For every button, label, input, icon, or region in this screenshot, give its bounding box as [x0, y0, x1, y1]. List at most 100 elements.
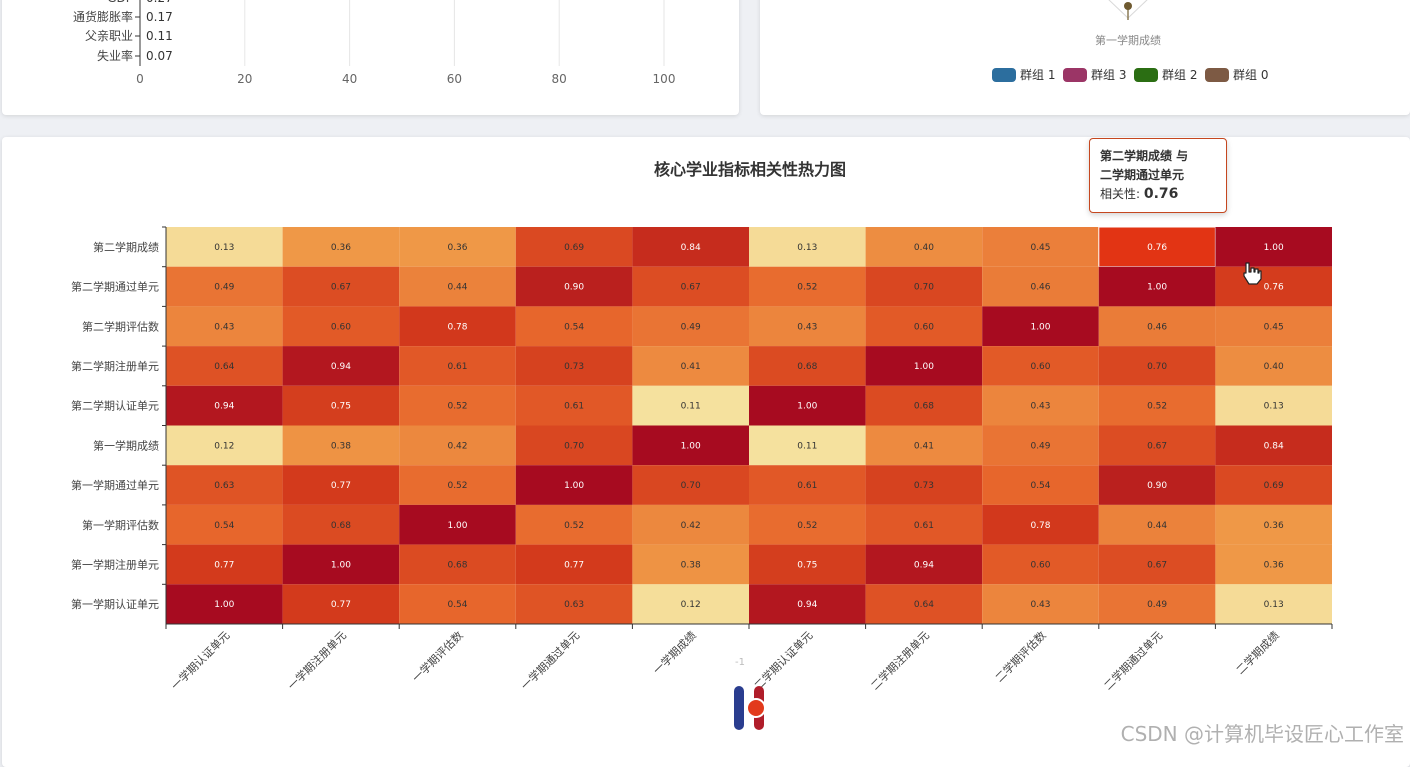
heatmap-cell[interactable]	[399, 465, 516, 505]
heatmap-cell[interactable]	[865, 266, 983, 307]
heatmap-cell[interactable]	[166, 385, 283, 426]
heatmap-cell[interactable]	[865, 346, 983, 386]
heatmap-cell[interactable]	[982, 465, 1099, 505]
heatmap-cell[interactable]	[282, 425, 400, 466]
heatmap-cell[interactable]	[282, 346, 400, 386]
heatmap-cell[interactable]	[1215, 465, 1332, 505]
heatmap-cell[interactable]	[399, 346, 516, 386]
heatmap-cell[interactable]	[1098, 584, 1216, 624]
legend-item[interactable]: 群组 3	[1063, 68, 1126, 82]
heatmap-cell[interactable]	[282, 227, 400, 267]
heatmap-cell[interactable]	[1098, 306, 1216, 347]
heatmap-cell[interactable]	[632, 544, 749, 585]
heatmap-cell[interactable]	[166, 584, 283, 624]
heatmap-cell[interactable]	[632, 504, 749, 545]
heatmap-cell[interactable]	[632, 465, 749, 505]
heatmap-cell[interactable]	[865, 465, 983, 505]
heatmap-cell[interactable]	[282, 385, 400, 426]
heatmap-cell[interactable]	[166, 266, 283, 307]
heatmap-cell[interactable]	[982, 306, 1099, 347]
heatmap-cell[interactable]	[399, 306, 516, 347]
heatmap-cell[interactable]	[1215, 266, 1332, 307]
heatmap-cell[interactable]	[632, 425, 749, 466]
heatmap-cell[interactable]	[749, 266, 866, 307]
heatmap-cell[interactable]	[1098, 544, 1216, 585]
visual-map-control[interactable]	[734, 686, 766, 730]
heatmap-cell[interactable]	[399, 504, 516, 545]
heatmap-cell[interactable]	[166, 504, 283, 545]
heatmap-cell[interactable]	[632, 227, 749, 267]
heatmap-cell[interactable]	[749, 346, 866, 386]
heatmap-cell[interactable]	[749, 227, 866, 267]
legend-item[interactable]: 群组 2	[1134, 68, 1197, 82]
heatmap-cell[interactable]	[749, 504, 866, 545]
heatmap-cell[interactable]	[865, 504, 983, 545]
heatmap-cell[interactable]	[865, 306, 983, 347]
heatmap-cell[interactable]	[1098, 425, 1216, 466]
heatmap-cell[interactable]	[515, 504, 633, 545]
heatmap-cell[interactable]	[166, 227, 283, 267]
heatmap-cell[interactable]	[1215, 306, 1332, 347]
heatmap-cell[interactable]	[632, 346, 749, 386]
heatmap-cell[interactable]	[1098, 346, 1216, 386]
heatmap-cell[interactable]	[1215, 544, 1332, 585]
heatmap-cell[interactable]	[399, 544, 516, 585]
heatmap-cell[interactable]	[1215, 425, 1332, 466]
heatmap-cell[interactable]	[166, 306, 283, 347]
heatmap-cell[interactable]	[1215, 504, 1332, 545]
heatmap-cell[interactable]	[166, 425, 283, 466]
legend[interactable]: 群组 1 群组 3 群组 2 群组 0	[992, 68, 1268, 82]
heatmap-cell[interactable]	[515, 266, 633, 307]
heatmap-cell[interactable]	[749, 385, 866, 426]
heatmap-cell[interactable]	[282, 504, 400, 545]
heatmap-cell[interactable]	[282, 544, 400, 585]
heatmap-cell[interactable]	[399, 227, 516, 267]
heatmap-cell[interactable]	[865, 385, 983, 426]
heatmap-cell[interactable]	[399, 266, 516, 307]
heatmap-cell[interactable]	[749, 306, 866, 347]
heatmap-cell[interactable]	[515, 465, 633, 505]
heatmap-cell[interactable]	[1098, 385, 1216, 426]
heatmap-cell[interactable]	[632, 306, 749, 347]
visual-map-low-handle[interactable]	[734, 686, 744, 730]
heatmap-cell[interactable]	[632, 385, 749, 426]
heatmap-cell[interactable]	[982, 385, 1099, 426]
heatmap-cell[interactable]	[749, 425, 866, 466]
heatmap-cell[interactable]	[282, 306, 400, 347]
heatmap-cell[interactable]	[982, 504, 1099, 545]
heatmap-cell[interactable]	[166, 544, 283, 585]
heatmap-cell[interactable]	[515, 385, 633, 426]
heatmap-cell[interactable]	[515, 306, 633, 347]
heatmap-cell[interactable]	[399, 425, 516, 466]
heatmap-cell[interactable]	[515, 425, 633, 466]
heatmap-cell[interactable]	[1215, 346, 1332, 386]
heatmap-cell[interactable]	[865, 584, 983, 624]
heatmap-cell[interactable]	[982, 544, 1099, 585]
heatmap-cell[interactable]	[166, 346, 283, 386]
heatmap-cell[interactable]	[166, 465, 283, 505]
heatmap-cell[interactable]	[515, 584, 633, 624]
heatmap-cell[interactable]	[1098, 504, 1216, 545]
legend-item[interactable]: 群组 1	[992, 68, 1055, 82]
heatmap-cell[interactable]	[1215, 385, 1332, 426]
heatmap-cell[interactable]	[1215, 584, 1332, 624]
heatmap-cell[interactable]	[282, 584, 400, 624]
heatmap-cell[interactable]	[282, 465, 400, 505]
heatmap-cell[interactable]	[865, 425, 983, 466]
heatmap-cell[interactable]	[749, 584, 866, 624]
heatmap-cell[interactable]	[515, 544, 633, 585]
heatmap-cell[interactable]	[632, 266, 749, 307]
heatmap-cell[interactable]	[982, 584, 1099, 624]
heatmap-cell[interactable]	[1098, 266, 1216, 307]
heatmap-cell[interactable]	[515, 227, 633, 267]
heatmap-cell[interactable]	[982, 425, 1099, 466]
heatmap-cell[interactable]	[982, 346, 1099, 386]
heatmap-cell[interactable]	[749, 465, 866, 505]
heatmap-cell[interactable]	[1098, 226, 1216, 268]
heatmap-cell[interactable]	[982, 227, 1099, 267]
heatmap-cell[interactable]	[1215, 227, 1332, 267]
heatmap-cell[interactable]	[399, 584, 516, 624]
heatmap-cell[interactable]	[399, 385, 516, 426]
heatmap-cell[interactable]	[632, 584, 749, 624]
heatmap-cell[interactable]	[1098, 465, 1216, 505]
